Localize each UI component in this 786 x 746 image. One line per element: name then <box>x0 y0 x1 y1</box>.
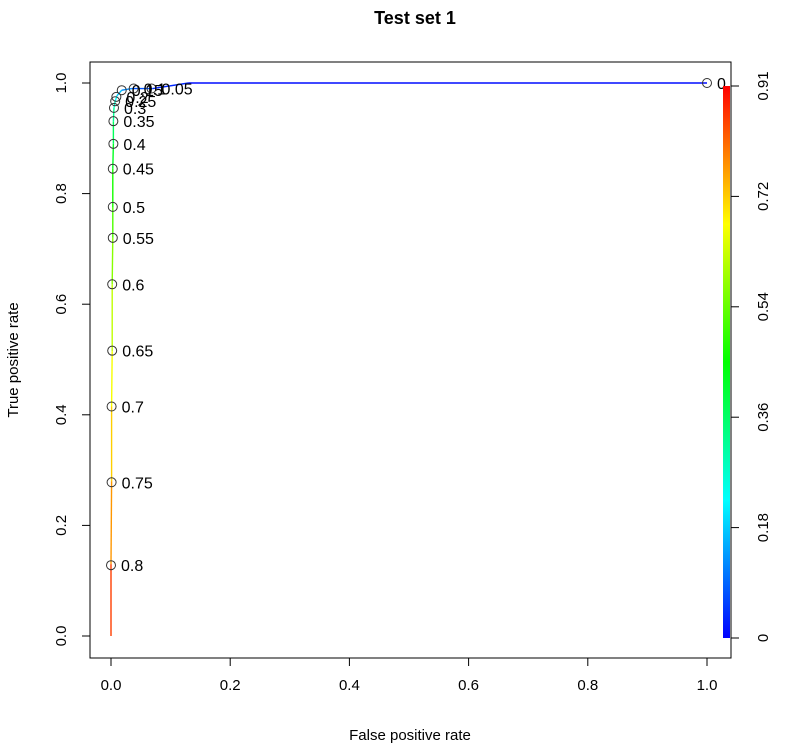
cutoff-point <box>702 78 712 88</box>
roc-curve <box>110 82 707 636</box>
cutoff-point <box>107 163 118 174</box>
cutoff-points <box>106 78 712 571</box>
cutoff-label: 0.5 <box>123 200 145 217</box>
y-axis-label: True positive rate <box>5 302 22 417</box>
colorbar-axis: 0 0.18 0.36 0.54 0.72 0.91 <box>730 71 772 642</box>
cutoff-point <box>108 138 119 149</box>
chart-title: Test set 1 <box>374 8 456 28</box>
cutoff-label: 0.65 <box>122 344 153 361</box>
cutoff-label: 0.15 <box>132 83 163 100</box>
cutoff-point <box>108 116 119 127</box>
colorbar-tick-label: 0 <box>755 634 772 642</box>
cutoff-label: 0.2 <box>126 90 148 107</box>
x-tick-label: 0.8 <box>577 677 598 694</box>
x-axis: 0.0 0.2 0.4 0.6 0.8 1.0 <box>101 657 718 694</box>
cutoff-point <box>108 102 119 113</box>
cutoff-label: 0.35 <box>123 114 154 131</box>
colorbar-tick-label: 0.72 <box>755 182 772 211</box>
curve-segment <box>152 82 189 90</box>
cutoff-label: 0.4 <box>123 137 145 154</box>
cutoff-label: 0.75 <box>122 475 153 492</box>
x-tick-label: 0.2 <box>220 677 241 694</box>
cutoff-point <box>146 83 157 94</box>
cutoff-label: 0.7 <box>122 400 144 417</box>
cutoff-label: 0.55 <box>123 231 154 248</box>
y-tick-label: 0.6 <box>53 294 70 315</box>
x-tick-label: 0.6 <box>458 677 479 694</box>
curve-segment <box>110 481 113 565</box>
cutoff-point <box>128 83 139 94</box>
cutoff-labels: 0.80.750.70.650.60.550.50.450.40.350.30.… <box>121 76 726 575</box>
curve-segment <box>112 107 115 122</box>
cutoff-point <box>111 91 122 102</box>
cutoff-point <box>107 279 118 290</box>
curve-segment <box>112 143 115 169</box>
y-axis: 0.0 0.2 0.4 0.6 0.8 1.0 <box>53 73 91 647</box>
colorbar-tick-label: 0.91 <box>755 71 772 100</box>
x-tick-label: 0.4 <box>339 677 360 694</box>
y-tick-label: 0.8 <box>53 183 70 204</box>
y-tick-label: 0.4 <box>53 404 70 425</box>
cutoff-point <box>106 477 117 488</box>
colorbar <box>723 86 730 638</box>
plot-frame <box>89 61 732 659</box>
colorbar-tick-label: 0.36 <box>755 403 772 432</box>
cutoff-label: 0.45 <box>123 162 154 179</box>
cutoff-point <box>107 345 118 356</box>
x-tick-label: 0.0 <box>101 677 122 694</box>
y-tick-label: 0.0 <box>53 626 70 647</box>
cutoff-label: 0.8 <box>121 558 143 575</box>
cutoff-label: 0.25 <box>125 94 156 111</box>
curve-segment <box>111 237 114 285</box>
x-tick-label: 1.0 <box>697 677 718 694</box>
cutoff-point <box>107 232 118 243</box>
cutoff-label: 0.1 <box>144 82 166 99</box>
curve-segment <box>121 87 132 91</box>
colorbar-tick-label: 0.18 <box>755 513 772 542</box>
curve-segment <box>113 101 116 109</box>
y-tick-label: 0.2 <box>53 515 70 536</box>
curve-segment <box>110 351 113 407</box>
cutoff-point <box>107 201 118 212</box>
cutoff-point <box>110 96 121 107</box>
y-tick-label: 1.0 <box>53 73 70 94</box>
cutoff-label: 0.6 <box>122 277 144 294</box>
x-axis-label: False positive rate <box>349 727 471 744</box>
cutoff-label: 0.3 <box>124 101 146 118</box>
colorbar-tick-label: 0.54 <box>755 292 772 321</box>
cutoff-point <box>106 560 116 571</box>
cutoff-point <box>106 401 117 412</box>
cutoff-label: 0.05 <box>162 82 193 99</box>
cutoff-label: 0 <box>717 76 726 93</box>
cutoff-point <box>116 85 127 96</box>
